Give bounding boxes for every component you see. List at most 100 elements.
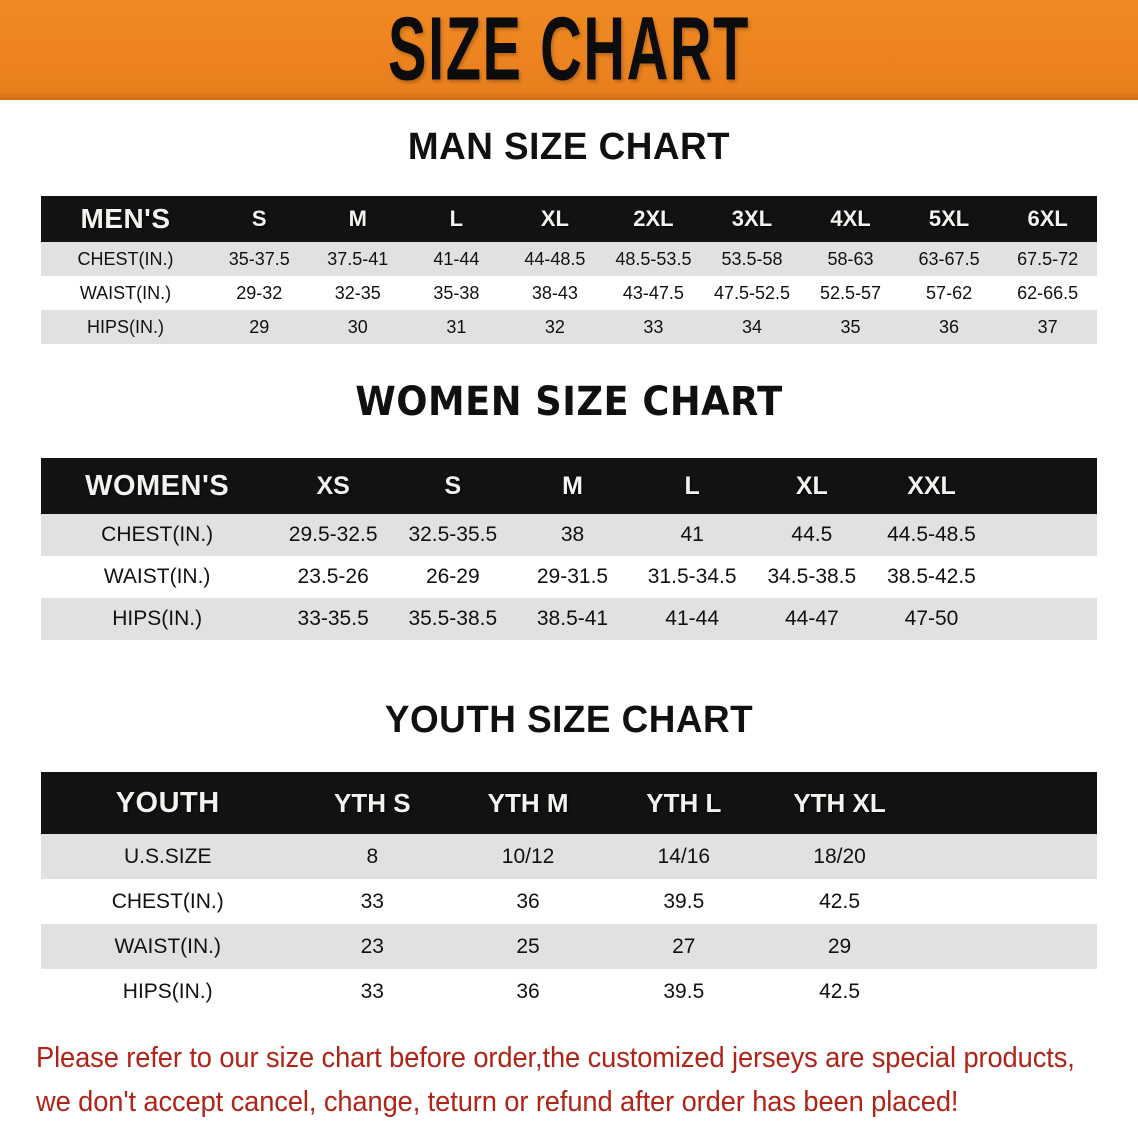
- row-label: CHEST(IN.): [41, 242, 210, 276]
- man-section-heading: MAN SIZE CHART: [407, 126, 731, 168]
- column-header-xxl: XXL: [871, 458, 992, 514]
- row-label: WAIST(IN.): [41, 924, 295, 969]
- table-cell: 34: [702, 310, 802, 344]
- table-cell: 25: [450, 924, 606, 969]
- table-row: HIPS(IN.) 29 30 31 32 33 34 35 36 37: [41, 310, 1097, 344]
- table-cell: 48.5-53.5: [604, 242, 703, 276]
- table-row: U.S.SIZE 8 10/12 14/16 18/20: [41, 834, 1097, 879]
- table-cell: 37.5-41: [308, 242, 408, 276]
- table-spacer-cell: [991, 514, 1097, 556]
- table-cell: 36: [450, 879, 606, 924]
- table-cell: 31.5-34.5: [632, 556, 752, 598]
- table-row: WAIST(IN.) 23 25 27 29: [41, 924, 1097, 969]
- column-header-m: M: [512, 458, 633, 514]
- table-cell: 41-44: [632, 598, 752, 640]
- table-cell: 43-47.5: [604, 276, 703, 310]
- table-spacer-cell: [917, 879, 1097, 924]
- youth-size-table: YOUTH YTH S YTH M YTH L YTH XL U.S.SIZE 8 10/1…: [41, 772, 1097, 1014]
- table-cell: 41: [632, 514, 752, 556]
- table-row: WAIST(IN.) 23.5-26 26-29 29-31.5 31.5-34.5 34…: [41, 556, 1097, 598]
- column-header-xs: XS: [273, 458, 393, 514]
- table-cell: 33-35.5: [273, 598, 393, 640]
- row-label: WAIST(IN.): [41, 276, 210, 310]
- table-header-row: MEN'S S M L XL 2XL 3XL 4XL 5XL 6XL: [41, 196, 1097, 242]
- row-label: CHEST(IN.): [41, 879, 295, 924]
- disclaimer-text: Please refer to our size chart before or…: [36, 1036, 1075, 1124]
- table-header-row: YOUTH YTH S YTH M YTH L YTH XL: [41, 772, 1097, 834]
- table-spacer-cell: [917, 969, 1097, 1014]
- youth-section-heading: YOUTH SIZE CHART: [384, 699, 754, 741]
- column-header-xl: XL: [505, 196, 605, 242]
- table-cell: 38.5-42.5: [871, 556, 992, 598]
- column-header-l: L: [407, 196, 506, 242]
- column-header-xl: XL: [752, 458, 872, 514]
- table-cell: 53.5-58: [702, 242, 802, 276]
- table-cell: 30: [308, 310, 408, 344]
- table-cell: 35: [801, 310, 900, 344]
- page-banner: SIZE CHART: [0, 0, 1138, 100]
- table-spacer-cell: [991, 598, 1097, 640]
- disclaimer-line-1: Please refer to our size chart before or…: [36, 1042, 1075, 1074]
- table-row: WAIST(IN.) 29-32 32-35 35-38 38-43 43-47.5 47.…: [41, 276, 1097, 310]
- table-cell: 29-31.5: [512, 556, 633, 598]
- table-header-row: WOMEN'S XS S M L XL XXL: [41, 458, 1097, 514]
- column-header-3xl: 3XL: [702, 196, 802, 242]
- table-cell: 62-66.5: [998, 276, 1097, 310]
- table-cell: 33: [604, 310, 703, 344]
- table-cell: 31: [407, 310, 506, 344]
- column-header-m: M: [308, 196, 408, 242]
- column-header-yth-m: YTH M: [450, 772, 606, 834]
- row-label: U.S.SIZE: [41, 834, 295, 879]
- table-cell: 29-32: [209, 276, 309, 310]
- table-row: HIPS(IN.) 33-35.5 35.5-38.5 38.5-41 41-44 44-…: [41, 598, 1097, 640]
- table-cell: 26-29: [392, 556, 513, 598]
- table-cell: 23.5-26: [273, 556, 393, 598]
- table-row: CHEST(IN.) 33 36 39.5 42.5: [41, 879, 1097, 924]
- table-corner-label: YOUTH: [41, 772, 295, 834]
- table-row: CHEST(IN.) 29.5-32.5 32.5-35.5 38 41 44.5 44.5…: [41, 514, 1097, 556]
- column-header-yth-l: YTH L: [605, 772, 762, 834]
- column-header-5xl: 5XL: [899, 196, 999, 242]
- table-corner-label: MEN'S: [41, 196, 210, 242]
- table-cell: 36: [450, 969, 606, 1014]
- table-cell: 42.5: [761, 879, 918, 924]
- table-corner-label: WOMEN'S: [41, 458, 274, 514]
- table-cell: 44-47: [752, 598, 872, 640]
- table-cell: 67.5-72: [998, 242, 1097, 276]
- men-size-table: MEN'S S M L XL 2XL 3XL 4XL 5XL 6XL CHEST(IN.) 35-37…: [41, 196, 1097, 344]
- table-cell: 41-44: [407, 242, 506, 276]
- row-label: CHEST(IN.): [41, 514, 274, 556]
- row-label: HIPS(IN.): [41, 969, 295, 1014]
- row-label: HIPS(IN.): [41, 598, 274, 640]
- column-header-yth-s: YTH S: [294, 772, 451, 834]
- table-cell: 29.5-32.5: [273, 514, 393, 556]
- table-spacer-cell: [917, 834, 1097, 879]
- table-spacer-cell: [991, 556, 1097, 598]
- table-cell: 38: [512, 514, 633, 556]
- youth-table-body: YOUTH YTH S YTH M YTH L YTH XL U.S.SIZE 8 10/1…: [41, 772, 1097, 1014]
- table-cell: 52.5-57: [801, 276, 900, 310]
- table-cell: 32: [505, 310, 605, 344]
- table-cell: 47.5-52.5: [702, 276, 802, 310]
- table-cell: 18/20: [761, 834, 918, 879]
- table-cell: 29: [761, 924, 918, 969]
- table-row: CHEST(IN.) 35-37.5 37.5-41 41-44 44-48.5 48.5…: [41, 242, 1097, 276]
- column-header-s: S: [209, 196, 309, 242]
- table-cell: 8: [294, 834, 451, 879]
- table-cell: 37: [998, 310, 1097, 344]
- table-cell: 27: [605, 924, 762, 969]
- table-cell: 34.5-38.5: [752, 556, 872, 598]
- table-cell: 14/16: [605, 834, 762, 879]
- row-label: WAIST(IN.): [41, 556, 274, 598]
- banner-title: SIZE CHART: [388, 0, 750, 100]
- disclaimer-line-2: we don't accept cancel, change, teturn o…: [36, 1086, 959, 1118]
- table-cell: 32-35: [308, 276, 408, 310]
- table-cell: 39.5: [605, 879, 762, 924]
- table-cell: 44.5: [752, 514, 872, 556]
- table-cell: 39.5: [605, 969, 762, 1014]
- table-cell: 44.5-48.5: [871, 514, 992, 556]
- column-header-l: L: [632, 458, 752, 514]
- table-cell: 32.5-35.5: [392, 514, 513, 556]
- table-spacer-cell: [991, 458, 1097, 514]
